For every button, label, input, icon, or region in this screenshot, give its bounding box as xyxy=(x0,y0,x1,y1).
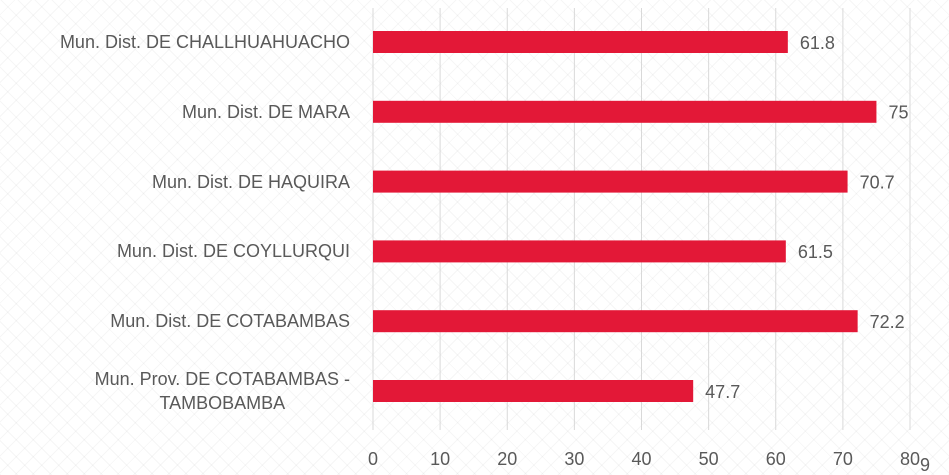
category-label: Mun. Dist. DE MARA xyxy=(181,101,350,122)
x-tick-label: 60 xyxy=(766,449,786,469)
page-number: 9 xyxy=(920,455,930,475)
x-tick-label: 70 xyxy=(833,449,853,469)
data-label: 70.7 xyxy=(860,172,895,192)
category-label: Mun. Dist. DE HAQUIRA xyxy=(151,171,350,192)
bar xyxy=(373,170,848,193)
x-tick-label: 0 xyxy=(368,449,378,469)
data-label: 72.2 xyxy=(870,312,905,332)
x-tick-label: 40 xyxy=(631,449,651,469)
x-tick-label: 20 xyxy=(497,449,517,469)
category-label: Mun. Dist. DE CHALLHUAHUACHO xyxy=(59,32,350,52)
y-tick-label: Mun. Dist. DE MARA xyxy=(182,100,350,124)
y-tick-label: Mun. Dist. DE COTABAMBAS xyxy=(110,309,350,333)
data-label: 61.5 xyxy=(798,242,833,262)
x-tick-label: 10 xyxy=(430,449,450,469)
y-tick-label: Mun. Dist. DE HAQUIRA xyxy=(152,170,350,194)
x-tick-label: 80 xyxy=(900,449,920,469)
x-tick-label: 30 xyxy=(564,449,584,469)
bar xyxy=(373,240,786,263)
category-label: Mun. Dist. DE COYLLURQUI xyxy=(116,241,350,262)
y-tick-label: Mun. Prov. DE COTABAMBAS - TAMBOBAMBA xyxy=(95,367,350,415)
category-label: Mun. Prov. DE COTABAMBAS - TAMBOBAMBA xyxy=(94,369,350,413)
category-label: Mun. Dist. DE COTABAMBAS xyxy=(110,311,350,332)
bar xyxy=(373,310,858,333)
bar xyxy=(373,100,877,123)
data-label: 47.7 xyxy=(705,382,740,402)
bar xyxy=(373,380,694,402)
bar xyxy=(373,31,788,53)
x-tick-label: 50 xyxy=(699,449,719,469)
data-label: 75 xyxy=(888,103,908,123)
y-tick-label: Mun. Dist. DE COYLLURQUI xyxy=(117,239,350,263)
data-label: 61.8 xyxy=(800,33,835,53)
y-tick-label: Mun. Dist. DE CHALLHUAHUACHO xyxy=(60,30,350,54)
